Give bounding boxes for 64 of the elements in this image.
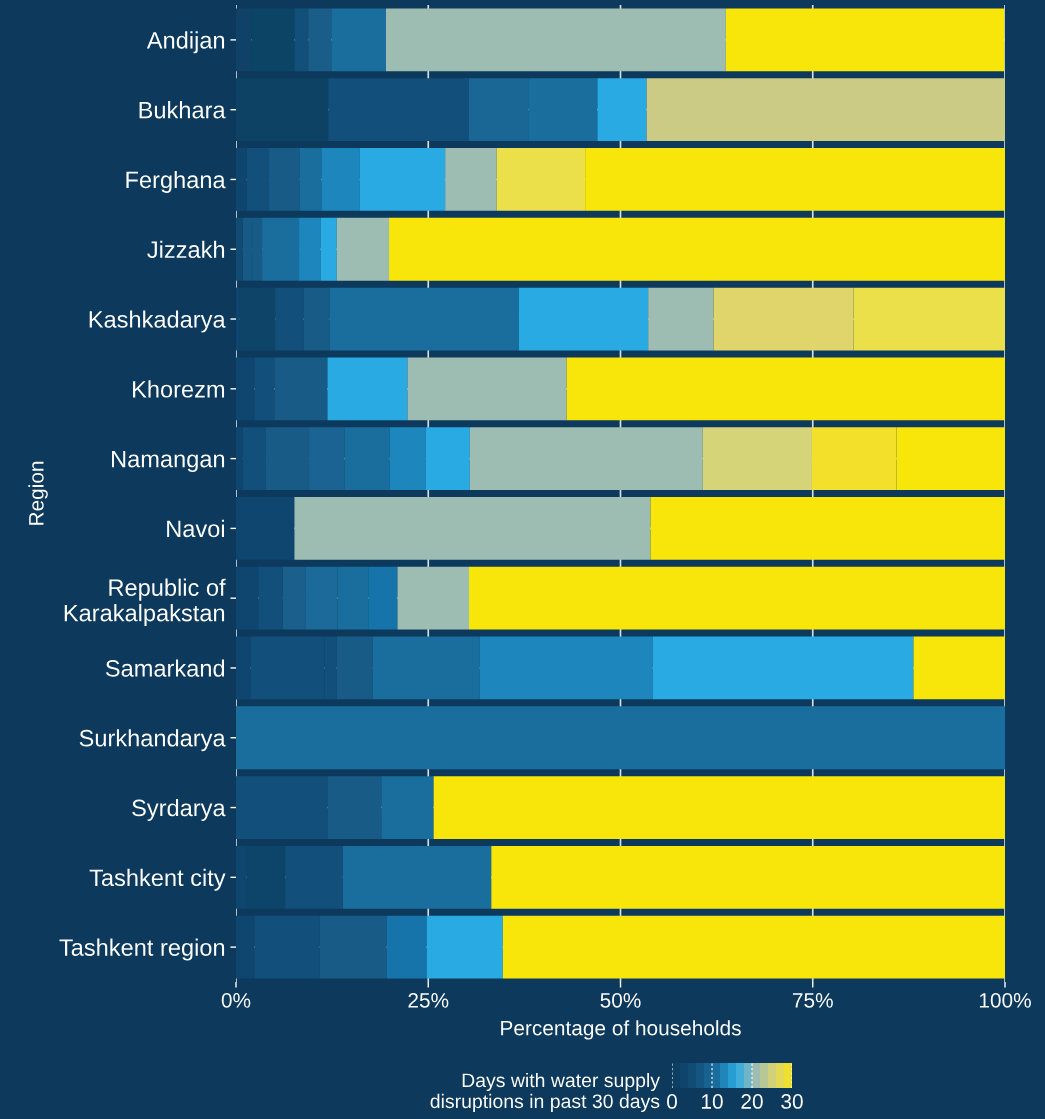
bar: [321, 148, 360, 211]
bar: [299, 148, 322, 211]
bar: [262, 217, 300, 281]
bar: [397, 566, 470, 630]
bar: [299, 217, 321, 281]
x-tick-label: 25%: [408, 992, 449, 1008]
bar: [308, 8, 332, 72]
bar: [389, 217, 1005, 281]
bar: [648, 287, 714, 351]
bar: [713, 287, 854, 351]
bar: [389, 427, 426, 491]
bar: [702, 427, 812, 491]
color-bar-label: 20: [741, 1094, 763, 1109]
color-bar-label: 10: [702, 1094, 723, 1109]
bar: [386, 915, 427, 979]
color-bar-label: 30: [781, 1094, 803, 1109]
y-axis-title: Region: [28, 461, 48, 525]
bar: [236, 496, 295, 560]
x-tick-label: 50%: [600, 992, 641, 1008]
bar: [913, 636, 1005, 700]
y-tick-label: Surkhandarya: [79, 729, 226, 752]
y-tick-label: Khorezm: [133, 380, 225, 398]
bar: [372, 636, 480, 700]
color-bar-label: 0: [667, 1094, 677, 1109]
bar: [236, 217, 243, 281]
y-tick-label: Andijan: [146, 31, 225, 54]
y-tick-label: Bukhara: [139, 101, 226, 119]
y-tick-label: Namangan: [112, 450, 225, 473]
y-tick-label: Tashkent region: [59, 938, 225, 961]
bar: [811, 427, 897, 491]
bar: [236, 78, 329, 142]
bar: [896, 427, 1005, 491]
x-tick-label: 100%: [979, 992, 1031, 1008]
y-tick-label: Syrdarya: [132, 798, 226, 821]
y-tick-label: Republic of Karakalpakstan: [64, 578, 226, 627]
bar: [274, 357, 328, 421]
bar: [319, 915, 387, 979]
bar: [320, 217, 337, 281]
bar: [359, 148, 446, 211]
bar: [336, 217, 390, 281]
bar: [269, 148, 300, 211]
y-tick-label: Samarkand: [105, 659, 225, 677]
bar: [329, 287, 519, 351]
bar: [646, 78, 1005, 142]
y-tick-label: Tashkent city: [89, 868, 226, 891]
bar: [518, 287, 649, 351]
bar: [445, 148, 497, 211]
x-axis-title: Percentage of households: [501, 1020, 741, 1040]
bar: [479, 636, 653, 700]
bar: [342, 845, 492, 909]
bar: [328, 78, 470, 142]
y-tick-label: Kashkadarya: [89, 310, 226, 333]
color-bar-title: Days with water supply disruptions in past 30 days: [430, 1072, 660, 1112]
bar: [282, 566, 306, 630]
y-tick-label: Jizzakh: [147, 240, 225, 259]
bar: [239, 287, 276, 351]
bar: [331, 8, 386, 72]
y-tick-label: Navoi: [167, 519, 224, 538]
bar: [469, 566, 1005, 630]
x-tick-label: 75%: [792, 993, 833, 1008]
y-tick-label: Ferghana: [126, 170, 226, 193]
bar: [294, 8, 309, 72]
bar: [853, 287, 1005, 351]
x-tick-label: 0%: [221, 992, 251, 1008]
